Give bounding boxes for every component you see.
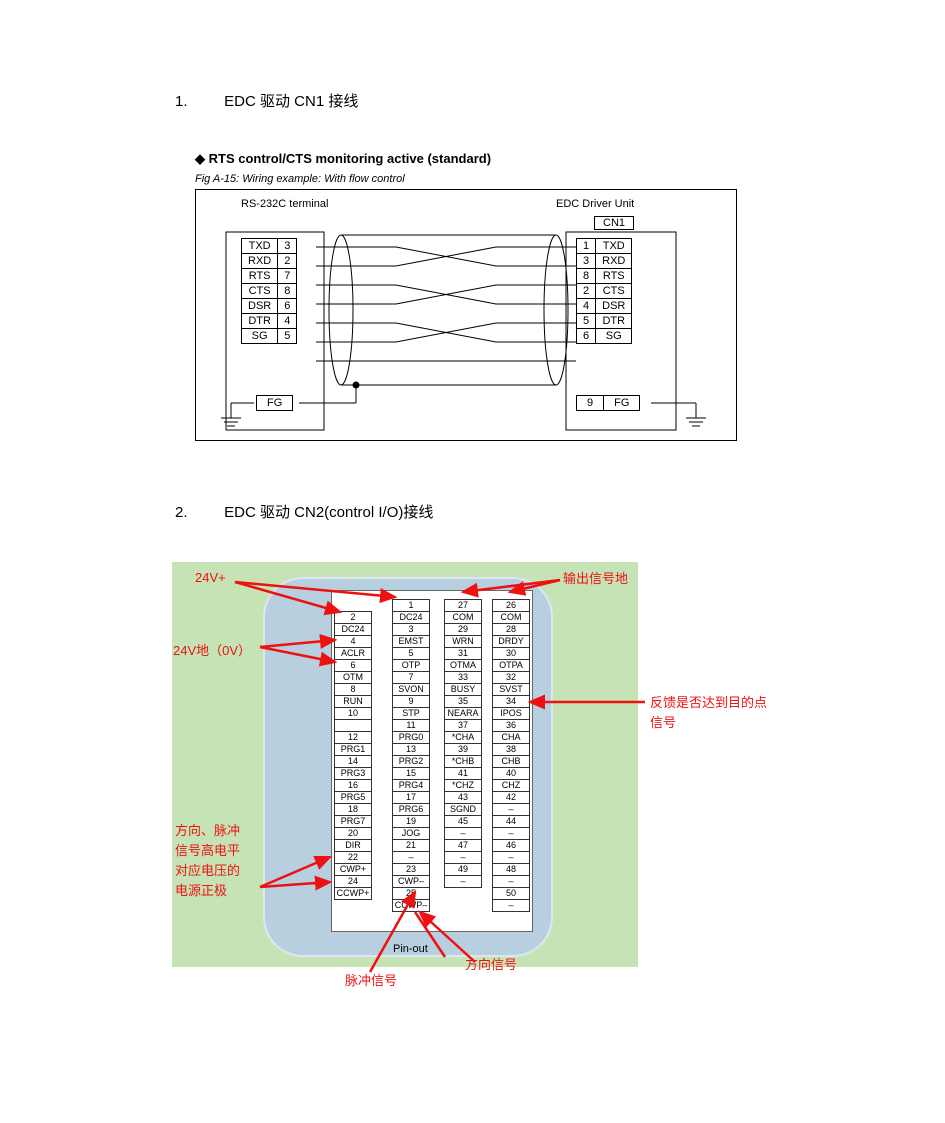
ann-pulse: 脉冲信号 bbox=[345, 970, 397, 989]
cn1-fg-left: FG bbox=[256, 395, 293, 411]
cn2-col-a: 2DC24 4ACLR 6OTM 8RUN 10 12PRG1 14PRG3 1… bbox=[334, 611, 372, 900]
ann-feedback-l2: 信号 bbox=[650, 712, 676, 731]
ann-24v-gnd: 24V地（0V） bbox=[173, 640, 251, 659]
cn1-subtitle: ◆ RTS control/CTS monitoring active (sta… bbox=[195, 151, 945, 167]
ann-feedback-l1: 反馈是否达到目的点 bbox=[650, 692, 767, 711]
ann-dir-l2: 信号高电平 bbox=[175, 840, 240, 859]
section2-title: EDC 驱动 CN2(control I/O)接线 bbox=[224, 504, 433, 521]
section1-number: 1. bbox=[175, 93, 220, 110]
cn1-fg-right: 9FG bbox=[576, 395, 640, 411]
cn1-right-pin-table: 1TXD 3RXD 8RTS 2CTS 4DSR 5DTR 6SG bbox=[576, 238, 632, 344]
ann-dir-l4: 电源正极 bbox=[175, 880, 227, 899]
ann-24v-plus: 24V+ bbox=[195, 570, 226, 585]
section1-heading: 1. EDC 驱动 CN1 接线 bbox=[175, 90, 945, 111]
cn2-col-b: 1DC24 3EMST 5OTP 7SVON 9STP 11PRG0 13PRG… bbox=[392, 599, 430, 912]
cn2-blue-panel: 2DC24 4ACLR 6OTM 8RUN 10 12PRG1 14PRG3 1… bbox=[263, 577, 553, 957]
section1-title: EDC 驱动 CN1 接线 bbox=[224, 93, 358, 110]
cn2-col-c: 27COM 29WRN 31OTMA 33BUSY 35NEARA 37*CHA… bbox=[444, 599, 482, 888]
cn1-diagram-box: RS-232C terminal EDC Driver Unit CN1 bbox=[195, 189, 737, 441]
section2-heading: 2. EDC 驱动 CN2(control I/O)接线 bbox=[175, 501, 945, 522]
section2-number: 2. bbox=[175, 504, 220, 521]
cn1-caption: Fig A-15: Wiring example: With flow cont… bbox=[195, 173, 945, 185]
cn1-figure: ◆ RTS control/CTS monitoring active (sta… bbox=[195, 151, 945, 441]
ann-dir-l1: 方向、脉冲 bbox=[175, 820, 240, 839]
ann-dir-l3: 对应电压的 bbox=[175, 860, 240, 879]
cn2-pinout-label: Pin-out bbox=[393, 943, 428, 955]
ann-dirsig: 方向信号 bbox=[465, 954, 517, 973]
cn2-inner-box: 2DC24 4ACLR 6OTM 8RUN 10 12PRG1 14PRG3 1… bbox=[331, 590, 533, 932]
cn1-left-pin-table: TXD3 RXD2 RTS7 CTS8 DSR6 DTR4 SG5 bbox=[241, 238, 297, 344]
cn2-figure: 2DC24 4ACLR 6OTM 8RUN 10 12PRG1 14PRG3 1… bbox=[165, 562, 785, 982]
cn2-col-d: 26COM 28DRDY 30OTPA 32SVST 34IPOS 36CHA … bbox=[492, 599, 530, 912]
ann-output-gnd: 输出信号地 bbox=[563, 568, 628, 587]
